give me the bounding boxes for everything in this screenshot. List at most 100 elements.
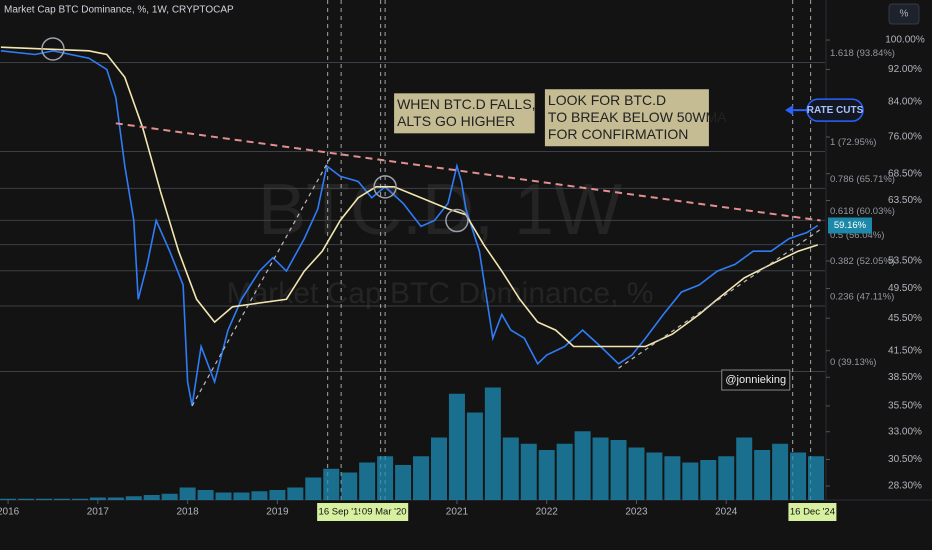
volume-bar	[754, 450, 771, 500]
volume-bar	[430, 437, 447, 500]
x-tick-label: 2022	[536, 507, 559, 518]
scale-button-box[interactable]	[888, 3, 920, 25]
highlight-circle	[445, 208, 469, 233]
volume-bar	[179, 487, 196, 500]
last-price-label: 59.16%	[834, 220, 867, 231]
highlight-circle	[41, 37, 65, 61]
volume-bar	[808, 456, 825, 500]
fib-label: 0.5 (56.04%)	[830, 230, 884, 241]
watermark: BTC.D, 1W	[258, 170, 622, 250]
y-tick-label: 30.50%	[888, 454, 922, 465]
scale-button[interactable]: %	[900, 9, 909, 20]
x-tick-label: 2021	[446, 507, 469, 518]
volume-bar	[233, 492, 250, 500]
y-tick-label: 84.00%	[888, 96, 922, 107]
crosshair-date-box	[360, 503, 409, 521]
y-tick-label: 76.00%	[888, 132, 922, 143]
volume-bar	[502, 437, 519, 500]
volume-bar	[448, 393, 465, 500]
y-tick-label: 92.00%	[888, 64, 922, 75]
rate-cuts-box	[806, 98, 864, 122]
volume-bar	[466, 412, 483, 500]
y-tick-label: 63.50%	[888, 195, 922, 206]
volume-bar	[161, 493, 178, 500]
signature-box	[721, 369, 791, 391]
rate-cuts-text: RATE CUTS	[807, 105, 864, 116]
y-tick-label: 28.30%	[888, 481, 922, 492]
x-tick-label: 2024	[715, 507, 738, 518]
y-tick-label: 41.50%	[888, 345, 922, 356]
crosshair-date-box	[317, 503, 366, 521]
volume-bar	[18, 498, 35, 500]
volume-bar	[125, 496, 142, 500]
volume-bar	[592, 437, 609, 500]
y-tick-label: 45.50%	[888, 313, 922, 324]
trendline	[115, 122, 821, 222]
x-tick-label: 2023	[625, 507, 648, 518]
volume-bar	[395, 465, 412, 500]
last-price-box	[828, 217, 872, 234]
volume-bar	[484, 387, 501, 500]
volume-bar	[107, 497, 124, 500]
volume-bar	[610, 440, 627, 500]
x-tick-label: 2019	[266, 507, 289, 518]
volume-bar	[700, 460, 717, 500]
volume-bar	[413, 456, 430, 500]
fib-label: 1 (72.95%)	[830, 137, 876, 148]
fib-label: 0.382 (52.05%)	[830, 256, 895, 267]
signature-text: @jonnieking	[725, 374, 786, 386]
crosshair-date-box	[788, 503, 837, 521]
y-tick-label: 38.50%	[888, 372, 922, 383]
y-tick-label: 33.00%	[888, 426, 922, 437]
annotation-text: TO BREAK BELOW 50WMA	[548, 109, 727, 125]
volume-bar	[143, 495, 160, 500]
volume-bar	[71, 498, 88, 500]
volume-bar	[53, 498, 70, 500]
annotation-text: ALTS GO HIGHER	[397, 113, 515, 129]
volume-bar	[0, 498, 17, 500]
volume-bar	[718, 456, 735, 500]
y-tick-label: 35.50%	[888, 401, 922, 412]
rate-cuts-arrowhead	[785, 105, 794, 116]
y-tick-label: 53.50%	[888, 256, 922, 267]
series-line	[0, 46, 819, 348]
crosshair-date: 16 Sep '19	[319, 507, 364, 518]
crosshair-date: 16 Dec '24	[790, 507, 835, 518]
volume-bar	[251, 491, 268, 500]
volume-bar	[341, 472, 358, 500]
volume-bar	[736, 437, 753, 500]
fib-label: 0.786 (65.71%)	[830, 174, 895, 185]
fib-label: 1.618 (93.84%)	[830, 48, 895, 59]
volume-bar	[269, 490, 286, 500]
highlight-circle	[373, 175, 397, 199]
annotation-text: LOOK FOR BTC.D	[548, 92, 666, 108]
volume-bar	[790, 452, 807, 500]
volume-bar	[628, 447, 645, 500]
fib-label: 0 (39.13%)	[830, 357, 876, 368]
volume-bar	[682, 462, 699, 500]
volume-bar	[664, 456, 681, 500]
annotation-text: WHEN BTC.D FALLS,	[397, 96, 535, 112]
volume-bar	[323, 468, 340, 500]
volume-bar	[305, 477, 322, 500]
series-line	[0, 49, 819, 407]
fib-label: 0.618 (60.03%)	[830, 206, 895, 217]
volume-bar	[89, 497, 106, 500]
x-tick-label: 2017	[87, 507, 110, 518]
annotation-box	[394, 93, 535, 134]
volume-bar	[215, 492, 232, 500]
annotation-text: FOR CONFIRMATION	[548, 126, 689, 142]
volume-bar	[377, 456, 394, 500]
y-tick-label: 49.50%	[888, 283, 922, 294]
x-tick-label: 2018	[176, 507, 199, 518]
volume-bar	[197, 490, 214, 500]
crosshair-date: 09 Mar '20	[362, 507, 407, 518]
volume-bar	[520, 443, 537, 500]
chart-header: Market Cap BTC Dominance, %, 1W, CRYPTOC…	[4, 5, 234, 16]
y-tick-label: 68.50%	[888, 168, 922, 179]
volume-bar	[359, 462, 376, 500]
volume-bar	[538, 450, 555, 500]
annotation-box	[544, 89, 709, 147]
